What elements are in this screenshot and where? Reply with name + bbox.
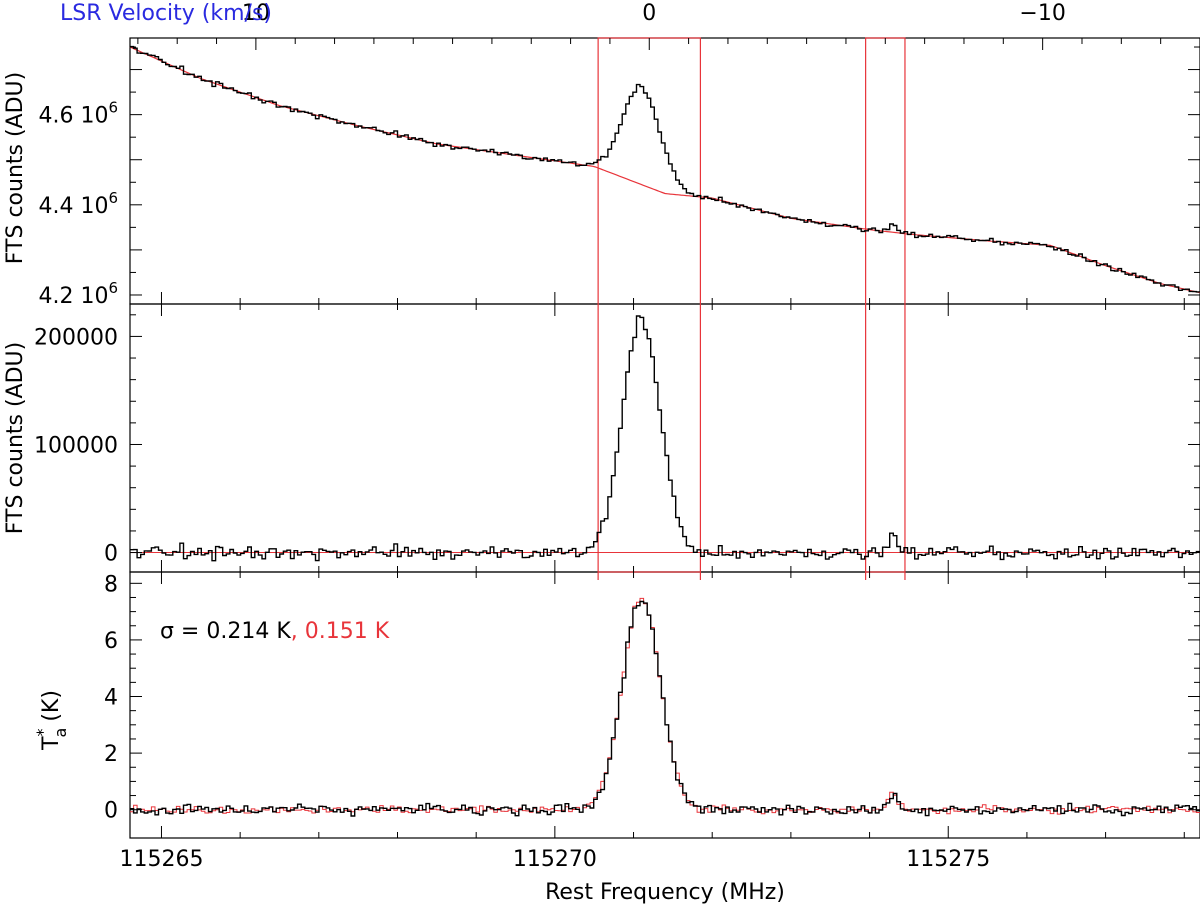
velocity-tick-label-1: 10 <box>242 1 270 26</box>
x-tick-label-1: 115270 <box>513 847 597 872</box>
ta-unit: (K) <box>39 690 64 722</box>
y-tick-label-bot-1: 2 <box>104 742 118 767</box>
bottom-spectrum-black <box>130 600 1200 817</box>
y-tick-label-top-2: 4.6 106 <box>38 99 118 129</box>
y-tick-label-mid-1: 100000 <box>34 433 118 458</box>
y-tick-label-bot-2: 4 <box>104 686 118 711</box>
y-axis-title-bottom: T*a (K) <box>33 690 70 751</box>
window-box-0 <box>597 37 702 573</box>
velocity-tick-label-2: 0 <box>642 1 656 26</box>
ta-superscript: * <box>33 728 52 736</box>
y-tick-label-mid-0: 0 <box>104 542 118 567</box>
y-tick-label-mid-2: 200000 <box>34 325 118 350</box>
y-axis-title-middle: FTS counts (ADU) <box>3 342 28 534</box>
sigma-text: σ = 0.214 K <box>160 619 291 644</box>
axis-labels: LSR Velocity (km/s) Rest Frequency (MHz)… <box>3 1 785 905</box>
x-tick-label-2: 115275 <box>906 847 990 872</box>
svg-text:T*a(K): T*a (K) <box>33 690 70 751</box>
window-box-1 <box>865 37 906 573</box>
x-tick-label-0: 115265 <box>119 847 203 872</box>
middle-spectrum <box>130 315 1200 562</box>
velocity-tick-label-3: −10 <box>1019 1 1065 26</box>
y-axis-title-top: FTS counts (ADU) <box>3 72 28 264</box>
y-tick-label-top-1: 4.4 106 <box>38 189 118 219</box>
ta-symbol: T <box>39 736 64 751</box>
sigma-annotation: σ = 0.214 K, 0.151 K <box>160 619 390 644</box>
ta-subscript: a <box>51 728 70 738</box>
y-tick-label-bot-0: 0 <box>104 799 118 824</box>
window-boxes <box>130 37 1200 580</box>
y-tick-label-top-0: 4.2 106 <box>38 279 118 309</box>
y-tick-label-bot-3: 6 <box>104 629 118 654</box>
sigma-red-text: , 0.151 K <box>291 619 390 644</box>
top-baseline-fit <box>129 46 1200 294</box>
top-spectrum <box>130 45 1200 293</box>
top-axis-title: LSR Velocity (km/s) <box>60 1 272 26</box>
panel-frame-0 <box>129 37 1200 305</box>
x-axis-title: Rest Frequency (MHz) <box>545 880 785 905</box>
y-tick-label-bot-4: 8 <box>104 572 118 597</box>
spectral-curves <box>129 45 1200 817</box>
